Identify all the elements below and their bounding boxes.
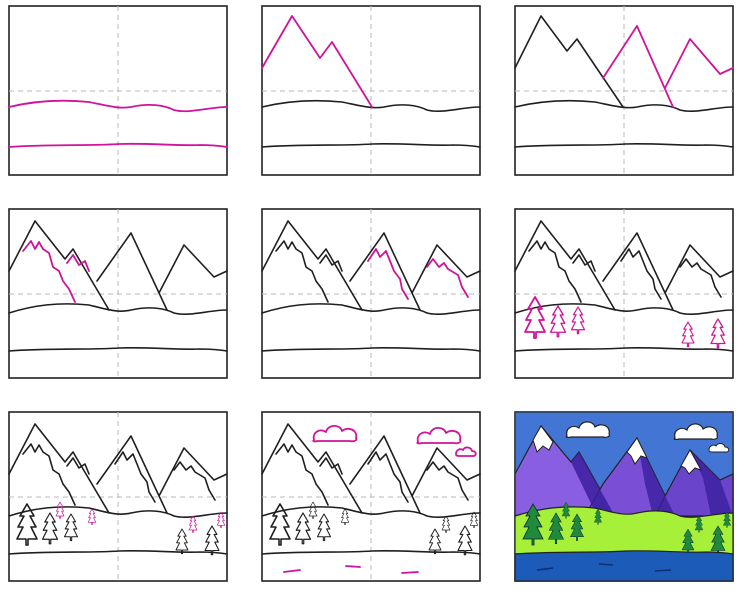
step-8-clouds-and-waves [283,424,477,574]
step-9-snow-left [532,425,554,453]
step-1-panel [8,5,228,176]
step-2-left-peaks [261,15,373,108]
step-8-panel [261,411,481,582]
step-6-panel [514,208,734,379]
step-4-snow-lines [22,240,90,303]
step-5-snow-lines [367,248,469,300]
step-5-panel [261,208,481,379]
step-4-panel [8,208,228,379]
step-3-right-peaks [602,25,734,108]
step-9-water [514,550,734,582]
step-9-cloud-3 [708,443,730,453]
step-9-cloud-1 [565,421,611,439]
step-1-ground-line [8,142,228,148]
step-9-snow-center [626,437,648,465]
step-9-colored-panel [514,411,734,582]
step-1-hill-line [8,99,228,113]
step-9-cloud-2 [673,423,719,441]
step-2-panel [261,5,481,176]
step-7-panel [8,411,228,582]
step-9-snow-right [680,448,703,475]
step-3-panel [514,5,734,176]
